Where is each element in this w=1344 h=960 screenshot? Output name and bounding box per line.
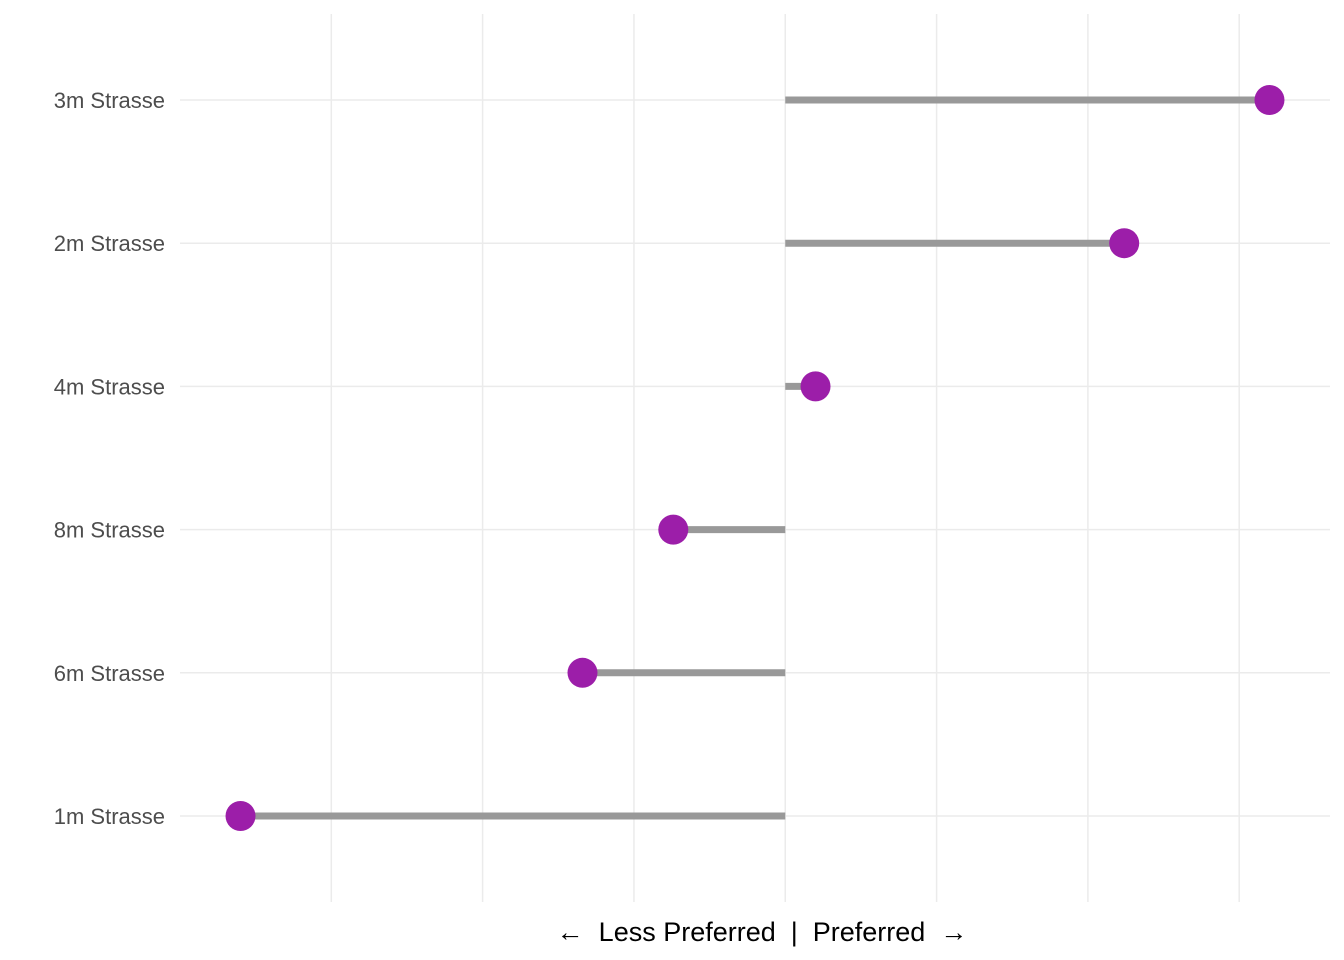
x-gridlines: [330, 14, 1240, 902]
lollipop-point: [800, 371, 831, 402]
y-tick-label: 4m Strasse: [54, 374, 165, 399]
y-tick-label: 1m Strasse: [54, 804, 165, 829]
y-gridlines: [180, 99, 1330, 817]
y-tick-label: 6m Strasse: [54, 661, 165, 686]
x-axis-title: ← Less Preferred | Preferred →: [557, 917, 968, 947]
y-tick-label: 3m Strasse: [54, 88, 165, 113]
y-tick-label: 2m Strasse: [54, 231, 165, 256]
lollipop-point: [225, 801, 256, 831]
y-tick-label: 8m Strasse: [54, 518, 165, 543]
lollipop-point: [1254, 85, 1285, 115]
lollipop-point: [567, 657, 598, 688]
lollipop-point: [1109, 228, 1140, 259]
lollipop-points: [225, 85, 1285, 831]
y-axis-tick-labels: 3m Strasse 2m Strasse 4m Strasse 8m Strasse…: [54, 88, 165, 829]
lollipop-point: [658, 514, 689, 545]
lollipop-stems: [240, 96, 1270, 820]
